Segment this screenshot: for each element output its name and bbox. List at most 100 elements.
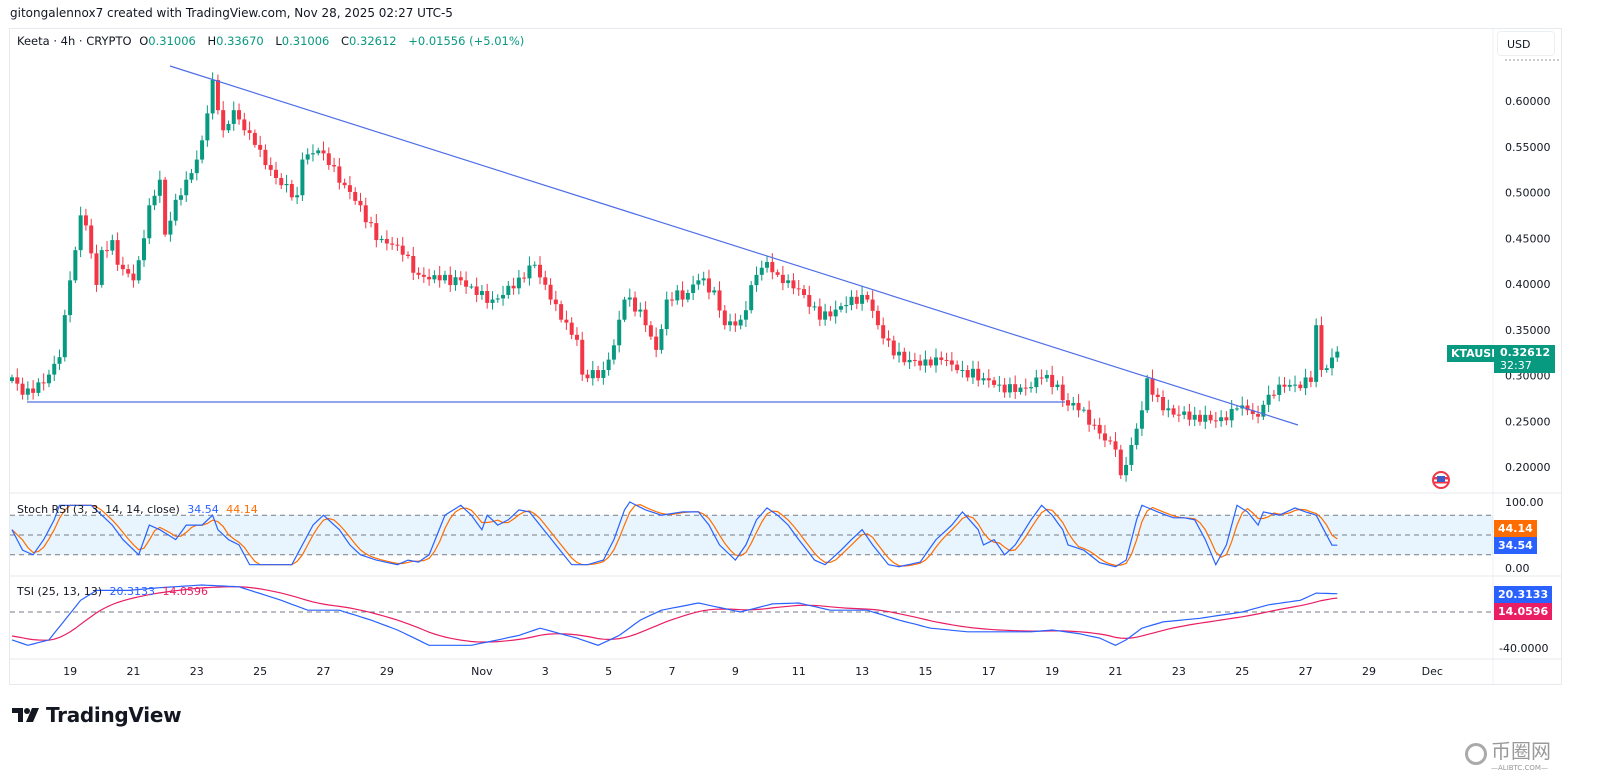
candle-up <box>432 275 437 280</box>
us-flag-event-icon[interactable] <box>1432 471 1450 489</box>
currency-button[interactable]: USD <box>1497 31 1555 56</box>
watermark-logo-icon <box>1465 742 1487 765</box>
candle-down <box>1245 405 1250 411</box>
candle-up <box>231 110 236 124</box>
stoch-legend: Stoch RSI (3, 3, 14, 14, close) 34.54 44… <box>17 503 258 516</box>
candle-down <box>289 184 294 198</box>
candles-layer <box>10 72 1340 482</box>
candle-up <box>960 370 965 372</box>
candle-down <box>1118 449 1123 476</box>
last-price: 0.32612 <box>1500 346 1551 359</box>
candle-up <box>997 384 1002 386</box>
candle-down <box>865 294 870 300</box>
candle-down <box>1208 414 1213 421</box>
candle-up <box>178 195 183 200</box>
candle-up <box>226 123 231 131</box>
candle-up <box>1029 387 1034 389</box>
candle-up <box>194 159 199 174</box>
candle-down <box>126 269 131 274</box>
candle-up <box>516 277 521 289</box>
candle-down <box>1013 384 1018 392</box>
candle-up <box>1018 387 1023 392</box>
candle-down <box>406 254 410 256</box>
candle-up <box>68 280 73 316</box>
candle-down <box>802 289 806 295</box>
candle-down <box>374 223 379 241</box>
candle-down <box>706 278 711 293</box>
candle-down <box>670 299 674 301</box>
candle-down <box>258 144 263 150</box>
tsi-value: 20.3133 <box>109 585 156 598</box>
time-tick-label: 23 <box>1172 665 1186 678</box>
candle-up <box>57 357 62 364</box>
candle-up <box>532 264 537 266</box>
candle-down <box>543 277 548 285</box>
candle-up <box>36 382 41 393</box>
candle-down <box>326 153 331 166</box>
candle-down <box>1213 420 1218 422</box>
time-tick-label: 7 <box>669 665 676 678</box>
candle-down <box>247 130 252 133</box>
time-tick-label: 15 <box>918 665 932 678</box>
candle-down <box>427 276 432 280</box>
candle-up <box>1314 325 1319 382</box>
tsi-pane <box>10 584 1493 646</box>
candle-down <box>20 383 25 395</box>
candle-down <box>875 310 880 326</box>
candle-down <box>1171 408 1176 415</box>
candle-down <box>1150 378 1155 395</box>
candle-down <box>1176 414 1181 416</box>
candle-down <box>828 311 833 317</box>
candle-down <box>1023 387 1028 389</box>
candle-down <box>1113 441 1118 450</box>
candle-down <box>279 177 284 186</box>
candle-up <box>46 374 51 384</box>
stoch-title: Stoch RSI (3, 3, 14, 14, close) <box>17 503 180 516</box>
candle-up <box>860 294 865 304</box>
candle-down <box>1198 414 1202 422</box>
candle-up <box>786 280 791 284</box>
candle-down <box>94 253 99 285</box>
candle-down <box>395 244 400 246</box>
time-tick-label: 5 <box>605 665 612 678</box>
candle-down <box>891 340 896 356</box>
candle-down <box>928 359 933 366</box>
candle-up <box>173 199 178 221</box>
time-tick-label: Dec <box>1422 665 1443 678</box>
candle-up <box>506 285 511 295</box>
time-tick-label: 11 <box>792 665 806 678</box>
candle-up <box>728 321 733 326</box>
candle-up <box>490 299 495 303</box>
candle-up <box>970 368 975 378</box>
candle-down <box>115 240 120 265</box>
candle-down <box>511 285 516 289</box>
tsi-tag: 20.3133 <box>1494 586 1553 603</box>
candle-down <box>485 291 490 303</box>
candle-up <box>907 359 912 363</box>
candle-down <box>817 306 822 320</box>
candle-down <box>574 334 579 340</box>
candle-up <box>1139 410 1144 429</box>
candle-up <box>844 305 849 307</box>
candle-down <box>321 150 326 154</box>
price-tick-label: 0.35000 <box>1505 324 1551 337</box>
candle-down <box>384 238 389 244</box>
change-value: +0.01556 (+5.01%) <box>408 34 525 48</box>
candle-up <box>25 388 30 395</box>
price-tick-label: 0.55000 <box>1505 141 1551 154</box>
candle-down <box>564 319 569 323</box>
candle-down <box>252 132 257 145</box>
time-tick-label: 21 <box>1109 665 1123 678</box>
candle-down <box>918 360 923 366</box>
candle-up <box>78 215 83 251</box>
candle-down <box>474 286 479 295</box>
candle-down <box>992 380 997 385</box>
candle-up <box>622 299 627 320</box>
candle-down <box>585 374 590 379</box>
candle-down <box>83 215 88 226</box>
candle-up <box>838 306 843 310</box>
candle-up <box>833 309 838 317</box>
symbol-label: Keeta · 4h · CRYPTO <box>17 34 132 48</box>
candle-up <box>638 309 643 312</box>
